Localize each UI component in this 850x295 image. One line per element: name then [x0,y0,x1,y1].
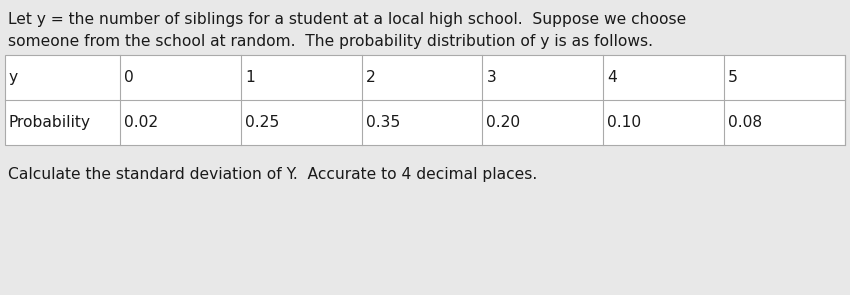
Text: someone from the school at random.  The probability distribution of y is as foll: someone from the school at random. The p… [8,34,653,49]
Text: 0.10: 0.10 [608,115,642,130]
Text: 3: 3 [486,70,496,85]
Text: 4: 4 [608,70,617,85]
Text: 1: 1 [245,70,255,85]
Text: 5: 5 [728,70,738,85]
Text: Let y = the number of siblings for a student at a local high school.  Suppose we: Let y = the number of siblings for a stu… [8,12,686,27]
Text: 0.20: 0.20 [486,115,520,130]
Bar [5,55,845,145]
Text: 0: 0 [124,70,133,85]
Text: Probability: Probability [9,115,91,130]
Text: Calculate the standard deviation of Y.  Accurate to 4 decimal places.: Calculate the standard deviation of Y. A… [8,167,537,182]
Text: 0.02: 0.02 [124,115,158,130]
Text: 2: 2 [366,70,376,85]
Text: 0.25: 0.25 [245,115,279,130]
Text: 0.08: 0.08 [728,115,762,130]
Text: y: y [9,70,18,85]
Text: 0.35: 0.35 [366,115,400,130]
